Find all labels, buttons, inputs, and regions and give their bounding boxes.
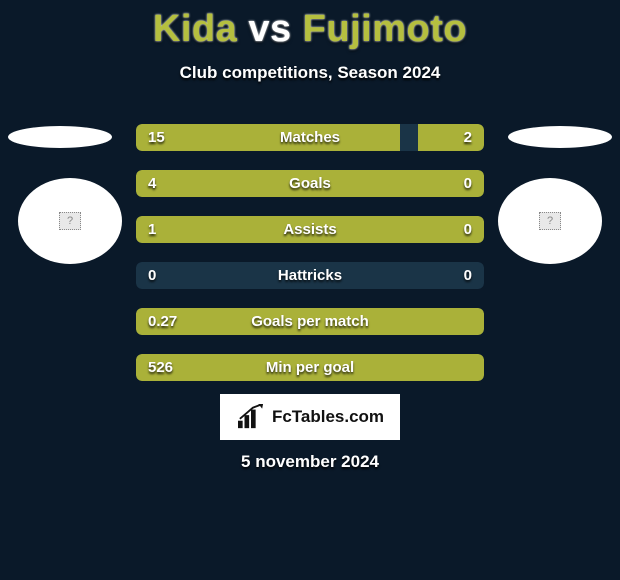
stat-label: Matches (136, 124, 484, 151)
player2-ellipse (508, 126, 612, 148)
stat-row-goals-per-match: 0.27Goals per match (136, 308, 484, 335)
stat-label: Hattricks (136, 262, 484, 289)
player2-name: Fujimoto (303, 8, 467, 50)
player1-name: Kida (153, 8, 237, 50)
brand-badge: FcTables.com (220, 394, 400, 440)
brand-text: FcTables.com (272, 407, 384, 427)
stat-row-goals: 40Goals (136, 170, 484, 197)
stat-row-assists: 10Assists (136, 216, 484, 243)
player2-avatar-circle: ? (498, 178, 602, 264)
subtitle: Club competitions, Season 2024 (0, 63, 620, 83)
player2-flag-icon: ? (539, 212, 561, 230)
stat-label: Goals per match (136, 308, 484, 335)
stat-row-min-per-goal: 526Min per goal (136, 354, 484, 381)
comparison-title: Kida vs Fujimoto (0, 0, 620, 51)
stat-label: Goals (136, 170, 484, 197)
player1-avatar-circle: ? (18, 178, 122, 264)
player1-ellipse (8, 126, 112, 148)
stat-label: Min per goal (136, 354, 484, 381)
vs-separator: vs (248, 8, 291, 50)
brand-logo-icon (236, 404, 266, 430)
stat-row-hattricks: 00Hattricks (136, 262, 484, 289)
date-text: 5 november 2024 (0, 452, 620, 472)
stat-label: Assists (136, 216, 484, 243)
stat-bars: 152Matches 40Goals 10Assists 00Hattricks 0.2… (136, 124, 484, 400)
stat-row-matches: 152Matches (136, 124, 484, 151)
player1-flag-icon: ? (59, 212, 81, 230)
